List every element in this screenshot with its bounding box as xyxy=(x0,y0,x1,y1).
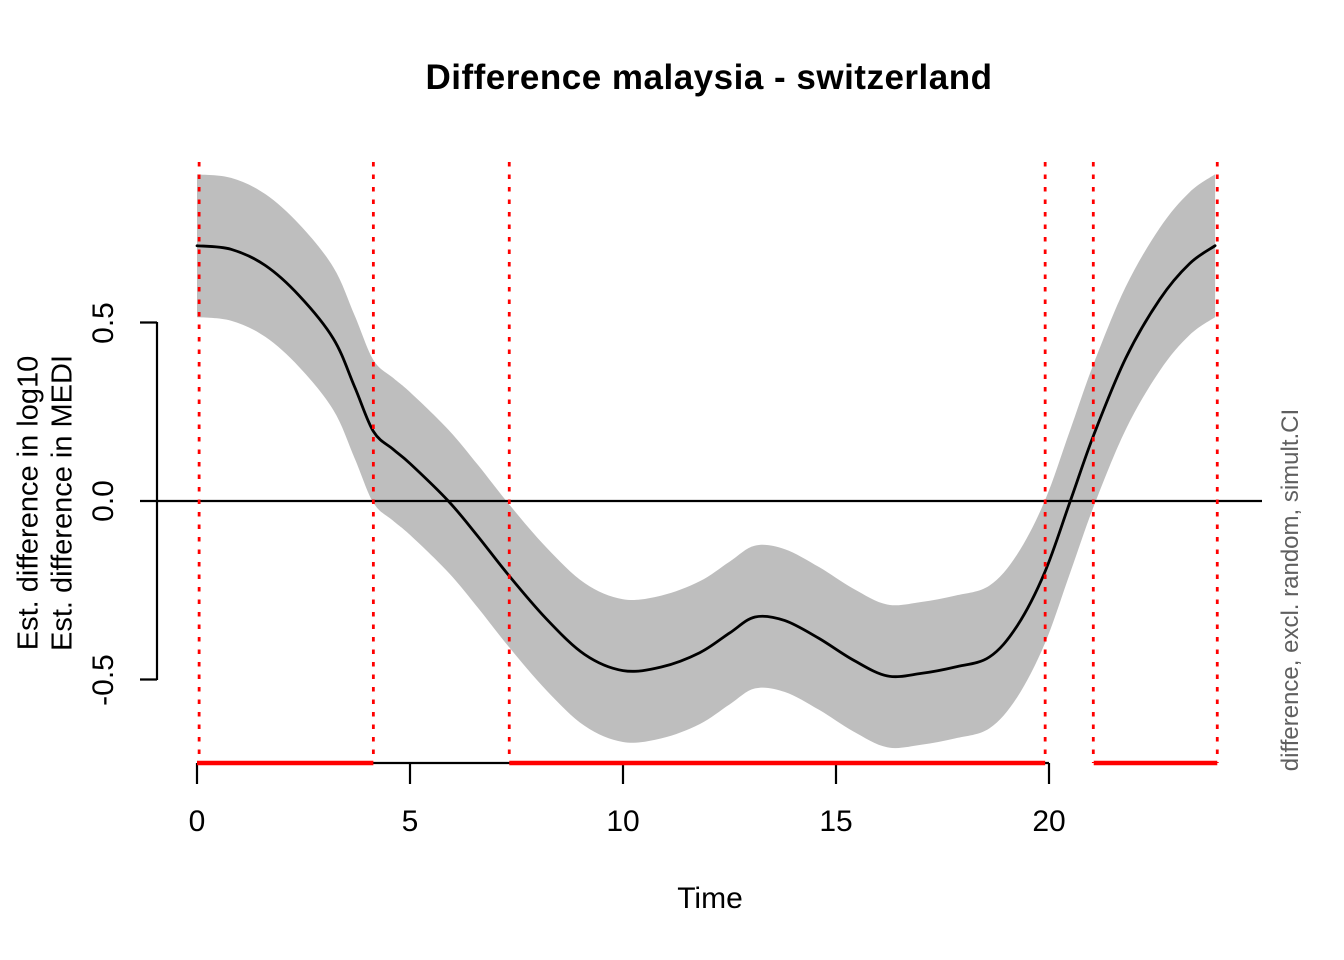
difference-curve xyxy=(195,244,1217,679)
y-tick-label: 0.5 xyxy=(87,301,120,344)
x-tick-label: 0 xyxy=(188,805,206,838)
y-axis-title-outer: Est. difference in log10 xyxy=(12,355,45,651)
confidence-band xyxy=(197,174,1216,749)
y-tick-label: 0.0 xyxy=(87,480,120,522)
y-tick-label: -0.5 xyxy=(87,653,120,706)
chart-title: Difference malaysia - switzerland xyxy=(425,58,993,97)
x-tick-label: 5 xyxy=(401,805,419,838)
y-axis-title-inner: Est. difference in MEDI xyxy=(46,354,79,652)
right-margin-label: difference, excl. random, simult.CI xyxy=(1277,408,1304,772)
x-tick-label: 15 xyxy=(819,805,853,838)
x-axis-title: Time xyxy=(677,882,743,915)
x-tick-label: 10 xyxy=(606,805,640,838)
x-tick-label: 20 xyxy=(1032,805,1066,838)
